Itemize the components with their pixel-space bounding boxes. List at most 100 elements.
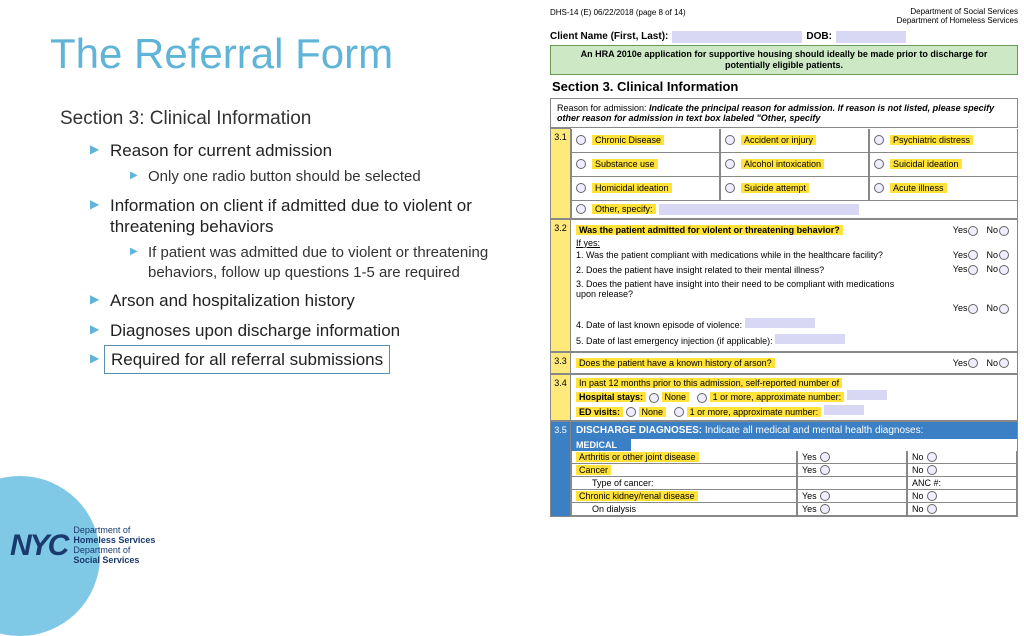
radio-no[interactable]: [927, 452, 937, 462]
opt-suicide-attempt[interactable]: Suicide attempt: [720, 177, 869, 201]
radio-no[interactable]: [927, 465, 937, 475]
radio-more[interactable]: [674, 407, 684, 417]
opt-substance[interactable]: Substance use: [571, 153, 720, 177]
row-num: 3.2: [551, 220, 571, 352]
q-line: 5. Date of last emergency injection (if …: [576, 336, 773, 346]
radio-icon: [874, 159, 884, 169]
radio-icon: [576, 204, 586, 214]
nyc-mark-icon: NYC: [10, 529, 67, 563]
diag-sublabel: Type of cancer:: [592, 478, 654, 488]
opt-homicidal[interactable]: Homicidal ideation: [571, 177, 720, 201]
radio-no[interactable]: [999, 304, 1009, 314]
radio-icon: [576, 135, 586, 145]
q-line: 1. Was the patient compliant with medica…: [576, 250, 883, 260]
bullet-required: Required for all referral submissions: [90, 349, 490, 370]
ed-label: ED visits:: [576, 407, 623, 417]
hosp-label: Hospital stays:: [576, 392, 646, 402]
section-heading: Section 3: Clinical Information: [60, 108, 490, 130]
radio-no[interactable]: [999, 358, 1009, 368]
reason-options: Chronic Disease Accident or injury Psych…: [571, 129, 1018, 201]
opt-label: Acute illness: [890, 183, 947, 193]
nyc-logo: NYC Department ofHomeless Services Depar…: [10, 526, 155, 566]
more-label: 1 or more, approximate number:: [687, 407, 822, 417]
radio-more[interactable]: [697, 393, 707, 403]
opt-suicidal[interactable]: Suicidal ideation: [869, 153, 1018, 177]
bullet-arson: Arson and hospitalization history: [90, 290, 490, 311]
hosp-count-field[interactable]: [847, 390, 887, 400]
opt-alcohol[interactable]: Alcohol intoxication: [720, 153, 869, 177]
row-num: 3.1: [551, 129, 571, 219]
opt-label: Other, specify:: [592, 204, 656, 214]
radio-no[interactable]: [999, 250, 1009, 260]
q-text: Does the patient have a known history of…: [576, 358, 775, 368]
section-3-5: 3.5 DISCHARGE DIAGNOSES: Indicate all me…: [550, 421, 1018, 517]
client-label: Client Name (First, Last):: [550, 31, 668, 43]
reason-lead: Reason for admission:: [557, 103, 649, 113]
none-label: None: [662, 392, 690, 402]
logo-line: Social Services: [73, 555, 139, 565]
form-dept: Department of Social Services Department…: [897, 8, 1018, 26]
violence-date-field[interactable]: [745, 318, 815, 328]
client-name-field[interactable]: [672, 31, 802, 43]
radio-yes[interactable]: [820, 504, 830, 514]
opt-label: Homicidal ideation: [592, 183, 672, 193]
injection-date-field[interactable]: [775, 334, 845, 344]
opt-chronic[interactable]: Chronic Disease: [571, 129, 720, 153]
diag-label: Arthritis or other joint disease: [576, 452, 699, 462]
slide-content: The Referral Form Section 3: Clinical In…: [0, 0, 510, 576]
diag-sublabel: On dialysis: [592, 504, 636, 514]
anc-label: ANC #:: [912, 478, 941, 488]
logo-line: Department of: [73, 525, 130, 535]
radio-no[interactable]: [999, 265, 1009, 275]
opt-label: Alcohol intoxication: [741, 159, 824, 169]
logo-line: Homeless Services: [73, 535, 155, 545]
bullet-diagnoses: Diagnoses upon discharge information: [90, 320, 490, 341]
row-num: 3.4: [551, 375, 571, 421]
form-preview: DHS-14 (E) 06/22/2018 (page 8 of 14) Dep…: [550, 8, 1018, 517]
other-specify-field[interactable]: [659, 204, 859, 215]
radio-none[interactable]: [649, 393, 659, 403]
row-num: 3.5: [551, 422, 571, 517]
radio-icon: [576, 159, 586, 169]
page-title: The Referral Form: [50, 30, 490, 78]
opt-psychiatric[interactable]: Psychiatric distress: [869, 129, 1018, 153]
opt-acute[interactable]: Acute illness: [869, 177, 1018, 201]
radio-yes[interactable]: [968, 226, 978, 236]
q-line: 3. Does the patient have insight into th…: [576, 279, 916, 299]
discharge-header: DISCHARGE DIAGNOSES: Indicate all medica…: [571, 422, 1017, 439]
radio-yes[interactable]: [968, 358, 978, 368]
opt-label: Chronic Disease: [592, 135, 664, 145]
dept-line: Department of Social Services: [910, 7, 1018, 16]
radio-no[interactable]: [999, 226, 1009, 236]
radio-yes[interactable]: [820, 491, 830, 501]
radio-yes[interactable]: [968, 304, 978, 314]
q-line: 4. Date of last known episode of violenc…: [576, 320, 742, 330]
radio-yes[interactable]: [820, 465, 830, 475]
radio-icon: [874, 183, 884, 193]
radio-yes[interactable]: [968, 250, 978, 260]
form-id: DHS-14 (E) 06/22/2018 (page 8 of 14): [550, 8, 686, 26]
boxed-text: Required for all referral submissions: [104, 345, 390, 374]
ed-count-field[interactable]: [824, 405, 864, 415]
radio-yes[interactable]: [820, 452, 830, 462]
section-3-1: 3.1 Chronic Disease Accident or injury P…: [550, 128, 1018, 219]
radio-no[interactable]: [927, 491, 937, 501]
radio-icon: [725, 183, 735, 193]
radio-none[interactable]: [626, 407, 636, 417]
diag-label: Chronic kidney/renal disease: [576, 491, 698, 501]
opt-accident[interactable]: Accident or injury: [720, 129, 869, 153]
bullet-violent: Information on client if admitted due to…: [90, 195, 490, 283]
none-label: None: [639, 407, 667, 417]
q-line: 2. Does the patient have insight related…: [576, 265, 824, 275]
bullet-reason: Reason for current admission Only one ra…: [90, 140, 490, 187]
radio-yes[interactable]: [968, 265, 978, 275]
if-yes: If yes:: [576, 238, 1012, 248]
radio-no[interactable]: [927, 504, 937, 514]
dob-field[interactable]: [836, 31, 906, 43]
sub-bullet: If patient was admitted due to violent o…: [130, 243, 490, 282]
diag-label: Cancer: [576, 465, 611, 475]
opt-other[interactable]: Other, specify:: [571, 201, 1018, 219]
q-text: In past 12 months prior to this admissio…: [576, 378, 842, 388]
row-num: 3.3: [551, 352, 571, 374]
section-3-4: 3.4 In past 12 months prior to this admi…: [550, 374, 1018, 421]
